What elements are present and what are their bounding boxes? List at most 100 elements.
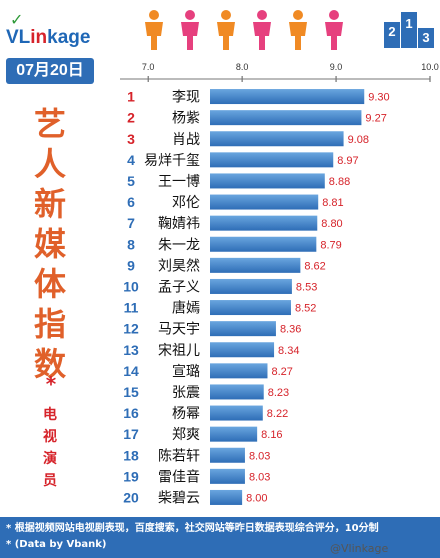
weibo-source: @Vlinkage — [330, 542, 389, 555]
score-label: 8.97 — [337, 155, 358, 167]
artist-name: 马天宇 — [158, 322, 200, 338]
check-mark-icon: ✓ — [10, 10, 24, 29]
rank-number: 15 — [123, 384, 139, 400]
score-label: 8.52 — [295, 303, 316, 315]
vertical-subtitle: 电 视 演 员 — [40, 404, 60, 492]
artist-name: 宋祖儿 — [158, 343, 200, 359]
artist-name: 朱一龙 — [158, 237, 200, 253]
score-label: 9.08 — [348, 134, 369, 146]
artist-name: 邓伦 — [172, 195, 200, 211]
date-badge: 07月20日 — [6, 58, 94, 84]
score-label: 8.34 — [278, 345, 299, 357]
rank-number: 10 — [123, 278, 139, 294]
title-char: 新 — [33, 185, 66, 223]
rank-number: 11 — [124, 300, 139, 316]
artist-name: 唐嫣 — [172, 300, 200, 317]
score-label: 8.79 — [320, 239, 341, 251]
score-bar — [210, 194, 319, 210]
artist-name: 张震 — [172, 385, 200, 401]
rank-number: 12 — [123, 321, 139, 337]
score-bar — [210, 152, 334, 168]
score-label: 8.62 — [304, 260, 325, 272]
vlinkage-logo: ✓ VLinkage — [6, 10, 110, 48]
x-tick-label: 10.0 — [421, 62, 439, 72]
artist-name: 易烊千玺 — [144, 153, 200, 169]
score-bar — [210, 489, 243, 505]
title-char: 数 — [33, 345, 66, 383]
x-tick-label: 7.0 — [142, 62, 155, 72]
score-bar — [210, 236, 317, 252]
score-bar — [210, 89, 365, 105]
score-label: 9.30 — [368, 92, 389, 104]
artist-name: 刘昊然 — [158, 257, 200, 274]
person-icon — [253, 10, 271, 50]
score-label: 8.00 — [246, 492, 267, 504]
svg-text:2: 2 — [388, 24, 395, 39]
score-bar — [210, 384, 264, 400]
score-bar — [210, 110, 362, 126]
score-bar — [210, 447, 245, 463]
artist-name: 宣璐 — [172, 364, 200, 380]
subtitle-char: 员 — [43, 473, 57, 489]
subtitle-char: 视 — [43, 429, 57, 445]
svg-text:1: 1 — [405, 16, 412, 31]
rank-number: 20 — [123, 489, 139, 505]
person-icon — [289, 10, 307, 50]
podium-step-2 — [384, 22, 400, 48]
vertical-title: 艺 人 新 媒 体 指 数 — [30, 104, 70, 384]
person-icon — [145, 10, 163, 50]
title-char: 艺 — [33, 105, 66, 143]
score-bar — [210, 426, 258, 442]
rank-number: 1 — [127, 89, 135, 105]
artist-name: 郑爽 — [172, 427, 200, 443]
rank-number: 2 — [127, 110, 135, 126]
footer-note-line-1: * 根据视频网站电视剧表现，百度搜索，社交网站等昨日数据表现综合评分，10分制 — [6, 523, 379, 534]
score-label: 9.27 — [365, 113, 386, 125]
footer-band: * 根据视频网站电视剧表现，百度搜索，社交网站等昨日数据表现综合评分，10分制 … — [0, 517, 440, 558]
rank-number: 13 — [123, 342, 139, 358]
person-icon — [217, 10, 235, 50]
artist-name: 雷佳音 — [158, 468, 200, 485]
artist-name: 杨紫 — [172, 111, 200, 127]
artist-name: 鞠婧祎 — [158, 216, 200, 232]
score-label: 8.22 — [267, 408, 288, 420]
person-icon — [181, 10, 199, 50]
score-label: 8.36 — [280, 324, 301, 336]
title-char: 媒 — [33, 225, 66, 263]
svg-text:3: 3 — [422, 30, 429, 45]
score-bar — [210, 131, 344, 147]
title-char: 人 — [33, 145, 66, 183]
score-label: 8.16 — [261, 429, 282, 441]
score-bar — [210, 321, 276, 337]
rank-number: 6 — [127, 194, 135, 210]
rank-number: 5 — [127, 173, 135, 189]
rank-number: 9 — [127, 257, 135, 273]
score-label: 8.80 — [321, 218, 342, 230]
score-bar — [210, 363, 268, 379]
score-bar — [210, 405, 263, 421]
title-char: 指 — [33, 305, 66, 343]
score-bar — [210, 300, 291, 316]
subtitle-char: 演 — [43, 451, 57, 467]
artist-name: 肖战 — [172, 132, 200, 148]
score-bar — [210, 215, 318, 231]
person-icon — [325, 10, 343, 50]
footer-note-line-2: * (Data by Vbank) — [6, 539, 107, 550]
podium-step-3 — [418, 28, 434, 48]
podium-step-1 — [401, 12, 417, 48]
x-tick-label: 9.0 — [330, 62, 343, 72]
score-bar — [210, 257, 301, 273]
score-bar — [210, 173, 325, 189]
rank-number: 8 — [127, 236, 135, 252]
rank-number: 17 — [123, 426, 139, 442]
score-bar — [210, 342, 275, 358]
score-label: 8.53 — [296, 281, 317, 293]
artist-name: 孟子义 — [158, 279, 200, 295]
score-bar — [210, 468, 245, 484]
artist-name: 杨幂 — [172, 406, 200, 422]
ranking-bar-chart: 7.0 8.0 9.0 10.0 1 李现 9.30 2 杨紫 9.27 3 肖战 9.08 4 易烊千玺 8… — [120, 62, 439, 506]
brand-name: VLinkage — [6, 27, 91, 48]
score-label: 8.03 — [249, 471, 270, 483]
score-label: 8.81 — [322, 197, 343, 209]
